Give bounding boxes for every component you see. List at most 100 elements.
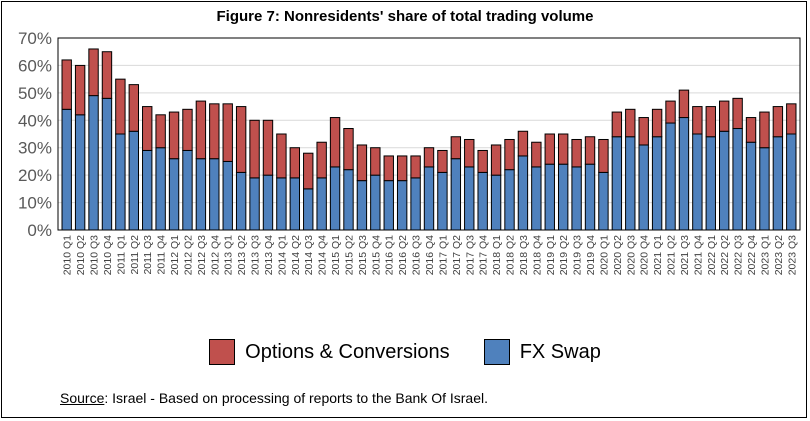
bar-fx-swap (195, 158, 207, 231)
x-tick-label: 2016 Q2 (397, 235, 409, 275)
x-tick-label: 2019 Q3 (572, 235, 584, 275)
bar-options-conversions (732, 97, 743, 130)
bar-options-conversions (383, 155, 394, 182)
y-tick-label: 0% (27, 221, 52, 240)
x-tick-label: 2013 Q1 (223, 235, 235, 275)
bar-fx-swap (289, 177, 301, 231)
bar-options-conversions (477, 149, 488, 173)
x-tick-label: 2013 Q4 (263, 235, 275, 275)
bar-options-conversions (209, 103, 220, 160)
bar-options-conversions (289, 147, 301, 179)
bar-options-conversions (665, 100, 676, 124)
bar-fx-swap (625, 136, 636, 231)
bar-fx-swap (155, 147, 166, 231)
bar-fx-swap (249, 177, 260, 231)
y-tick-label: 60% (18, 56, 52, 75)
bar-options-conversions (195, 100, 207, 160)
x-tick-label: 2017 Q3 (464, 235, 476, 275)
x-tick-label: 2022 Q4 (746, 235, 758, 275)
legend-item-fx-swap: FX Swap (483, 339, 601, 365)
bar-fx-swap (437, 171, 448, 231)
x-tick-label: 2010 Q1 (62, 235, 74, 275)
bar-fx-swap (772, 136, 784, 231)
x-tick-label: 2020 Q4 (639, 235, 651, 275)
bar-fx-swap (222, 160, 233, 231)
bar-options-conversions (423, 147, 435, 168)
bar-fx-swap (450, 158, 462, 231)
bar-options-conversions (61, 59, 72, 110)
x-tick-label: 2013 Q3 (250, 235, 262, 275)
bar-options-conversions (155, 114, 166, 149)
bar-options-conversions (517, 130, 529, 157)
bar-options-conversions (571, 138, 582, 168)
bar-fx-swap (88, 95, 99, 231)
x-tick-label: 2016 Q3 (411, 235, 423, 275)
y-tick-label: 10% (18, 194, 52, 213)
bar-fx-swap (557, 163, 569, 231)
bar-fx-swap (276, 177, 287, 231)
bar-options-conversions (249, 119, 260, 179)
legend-swatch-options (209, 339, 236, 365)
bar-fx-swap (74, 114, 86, 231)
bar-options-conversions (651, 108, 663, 138)
x-tick-label: 2012 Q1 (169, 235, 181, 275)
x-tick-label: 2023 Q3 (786, 235, 798, 275)
x-tick-label: 2015 Q3 (357, 235, 369, 275)
x-tick-label: 2017 Q2 (451, 235, 463, 275)
x-tick-label: 2018 Q1 (491, 235, 503, 275)
bar-options-conversions (182, 108, 193, 151)
x-tick-label: 2015 Q2 (343, 235, 355, 275)
bar-options-conversions (638, 117, 649, 146)
x-tick-label: 2015 Q1 (330, 235, 342, 275)
x-tick-label: 2021 Q2 (666, 235, 678, 275)
x-tick-label: 2011 Q2 (129, 235, 141, 275)
bar-options-conversions (745, 117, 757, 143)
bar-fx-swap (651, 136, 663, 231)
x-tick-label: 2019 Q4 (585, 235, 597, 275)
bar-options-conversions (276, 133, 287, 179)
x-tick-label: 2019 Q1 (545, 235, 557, 275)
x-tick-label: 2011 Q1 (115, 235, 127, 275)
bar-fx-swap (544, 163, 555, 231)
bar-fx-swap (598, 171, 609, 231)
bar-fx-swap (423, 166, 435, 231)
x-tick-label: 2022 Q1 (706, 235, 718, 275)
bar-fx-swap (101, 97, 113, 231)
bar-options-conversions (329, 117, 341, 168)
x-tick-label: 2020 Q2 (612, 235, 624, 275)
bar-options-conversions (343, 128, 354, 171)
x-tick-label: 2010 Q3 (89, 235, 101, 275)
bar-fx-swap (719, 130, 730, 231)
y-tick-label: 20% (18, 166, 52, 185)
bar-fx-swap (464, 166, 475, 231)
bar-options-conversions (557, 133, 569, 165)
bar-options-conversions (531, 141, 542, 168)
bar-options-conversions (584, 136, 596, 165)
bar-options-conversions (142, 106, 153, 151)
bar-fx-swap (329, 166, 341, 231)
bar-options-conversions (410, 155, 421, 179)
legend-label-options: Options & Conversions (245, 340, 450, 363)
bar-options-conversions (450, 136, 462, 160)
bar-options-conversions (692, 106, 703, 135)
bar-fx-swap (732, 128, 743, 231)
bar-fx-swap (115, 133, 126, 231)
x-tick-label: 2010 Q2 (75, 235, 87, 275)
bar-fx-swap (571, 166, 582, 231)
bar-options-conversions (598, 138, 609, 173)
source-label: Source (60, 390, 105, 406)
x-tick-label: 2020 Q1 (598, 235, 610, 275)
bar-options-conversions (544, 133, 555, 165)
x-tick-label: 2023 Q1 (759, 235, 771, 275)
bar-options-conversions (262, 119, 274, 176)
bar-options-conversions (222, 103, 233, 162)
legend: Options & Conversions FX Swap (0, 339, 810, 365)
bar-options-conversions (705, 106, 716, 138)
bar-options-conversions (356, 144, 368, 182)
x-tick-label: 2015 Q4 (370, 235, 382, 275)
bar-fx-swap (692, 133, 703, 231)
bar-options-conversions (611, 111, 623, 138)
x-tick-label: 2012 Q2 (182, 235, 194, 275)
bar-fx-swap (477, 171, 488, 231)
